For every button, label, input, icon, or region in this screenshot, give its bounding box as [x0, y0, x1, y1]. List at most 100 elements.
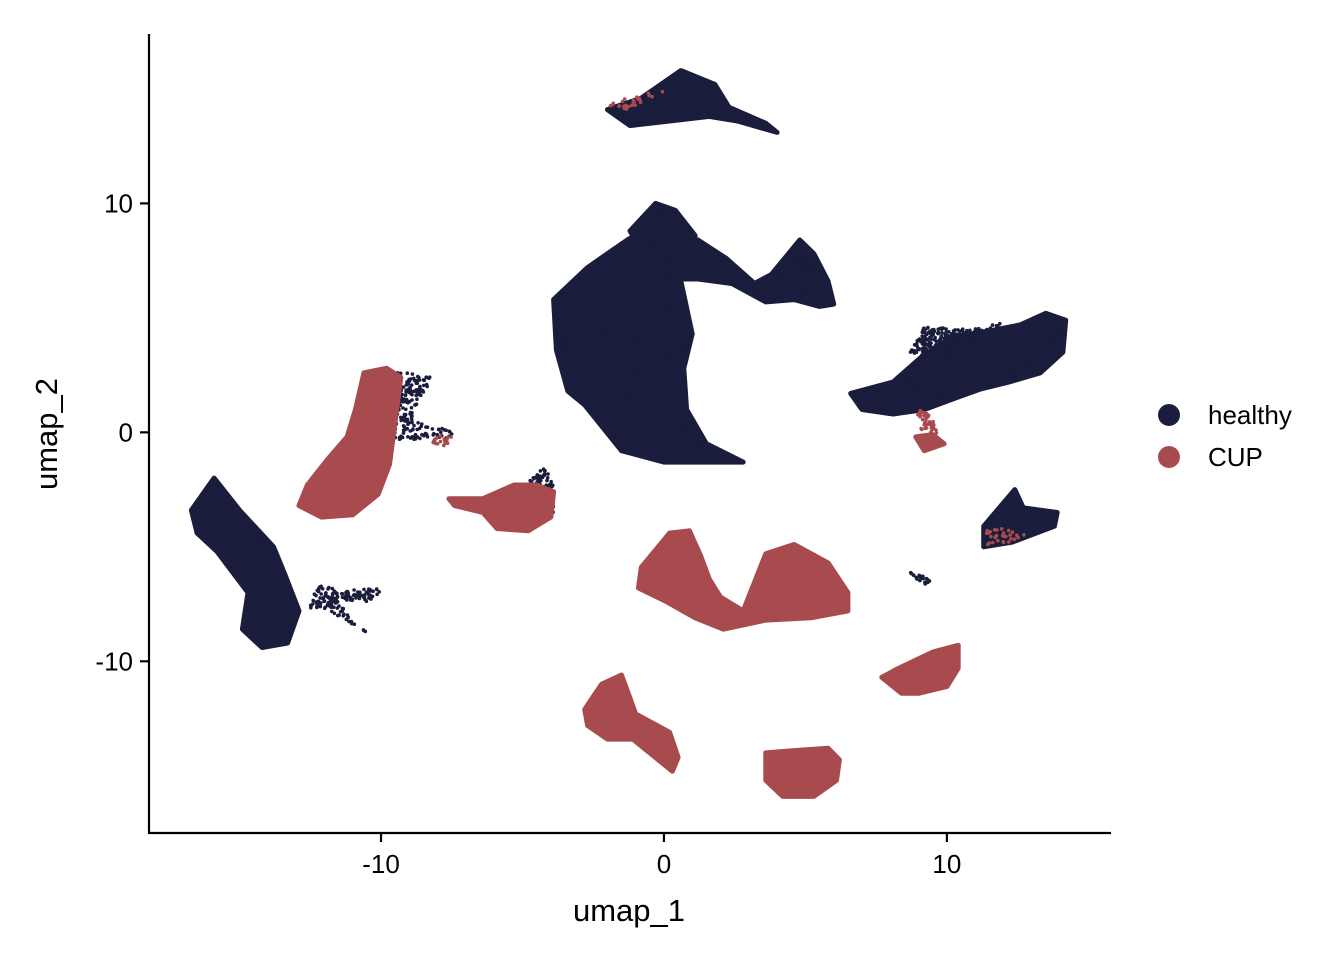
data-point	[647, 367, 652, 372]
data-point	[676, 215, 681, 219]
data-point	[641, 387, 646, 392]
data-point	[582, 320, 586, 325]
data-point	[597, 327, 601, 331]
data-point	[667, 101, 671, 106]
data-point	[581, 329, 585, 334]
data-point	[665, 286, 669, 291]
data-point	[607, 371, 612, 376]
data-point	[650, 348, 655, 353]
data-point	[732, 115, 736, 119]
data-point	[628, 265, 633, 270]
data-point	[712, 95, 717, 99]
data-point	[661, 338, 666, 342]
data-point	[680, 404, 684, 408]
data-point	[643, 353, 647, 358]
data-point	[597, 331, 602, 336]
data-point	[647, 425, 651, 429]
data-point	[659, 458, 664, 462]
data-point	[555, 351, 560, 356]
data-point	[681, 300, 686, 305]
data-point	[588, 340, 592, 345]
data-point	[579, 295, 583, 299]
data-point	[668, 230, 673, 234]
data-point	[625, 372, 629, 377]
data-point	[633, 301, 638, 306]
data-point	[591, 280, 595, 285]
data-point	[650, 440, 655, 445]
data-point	[588, 267, 593, 272]
data-point	[636, 387, 641, 392]
data-point	[623, 348, 627, 353]
data-point	[643, 431, 647, 435]
data-point	[648, 218, 653, 222]
data-point	[672, 80, 676, 85]
data-point	[612, 358, 617, 362]
data-point	[637, 366, 641, 370]
data-point	[585, 319, 590, 324]
data-point	[600, 406, 605, 411]
data-point	[666, 386, 670, 390]
data-point	[647, 277, 651, 282]
data-point	[578, 313, 583, 318]
data-point	[627, 441, 631, 446]
data-point	[617, 358, 622, 362]
data-point	[739, 459, 744, 464]
data-point	[717, 457, 721, 462]
data-point	[659, 453, 663, 458]
data-point	[679, 355, 683, 360]
data-point	[689, 86, 694, 90]
data-point	[668, 276, 672, 280]
data-point	[648, 208, 652, 212]
data-point	[682, 293, 686, 297]
data-point	[728, 455, 733, 460]
data-point	[578, 274, 583, 278]
data-point	[682, 357, 687, 362]
data-point	[570, 343, 574, 347]
data-point	[708, 98, 712, 102]
data-point	[707, 90, 711, 94]
data-point	[662, 431, 666, 436]
data-point	[623, 317, 628, 322]
data-point	[671, 84, 676, 89]
data-point	[665, 255, 669, 259]
data-point	[666, 78, 671, 82]
data-point	[607, 329, 611, 333]
data-point	[667, 376, 672, 381]
data-point	[601, 394, 606, 398]
data-point	[594, 416, 599, 421]
data-point	[651, 269, 656, 273]
data-point	[675, 448, 679, 453]
data-point	[686, 331, 691, 336]
data-point	[626, 306, 631, 311]
data-point	[648, 327, 652, 332]
data-point	[635, 238, 639, 242]
data-point	[568, 316, 573, 321]
data-point	[672, 411, 677, 416]
data-point	[625, 398, 629, 403]
data-point	[656, 345, 660, 350]
data-point	[666, 332, 670, 336]
data-point	[655, 241, 659, 245]
data-point	[732, 110, 737, 115]
data-point	[595, 397, 599, 401]
data-point	[561, 367, 565, 372]
data-point	[664, 277, 669, 282]
data-point	[687, 327, 692, 331]
data-point	[709, 107, 714, 111]
data-point	[702, 99, 707, 103]
data-point	[641, 321, 646, 325]
data-point	[575, 302, 580, 307]
data-point	[667, 397, 671, 402]
data-point	[622, 379, 626, 383]
data-point	[709, 102, 713, 107]
data-point	[626, 435, 631, 439]
data-point	[632, 396, 637, 401]
data-point	[633, 381, 637, 385]
data-point	[675, 379, 680, 384]
data-point	[562, 297, 566, 301]
data-point	[633, 297, 638, 302]
data-point	[684, 75, 688, 79]
data-point	[587, 359, 592, 364]
data-point	[666, 93, 671, 98]
data-point	[592, 294, 597, 299]
